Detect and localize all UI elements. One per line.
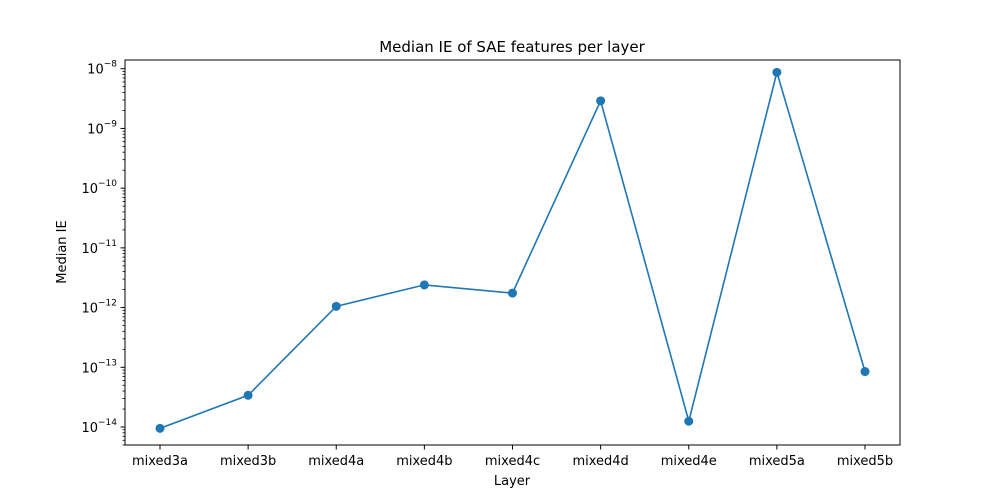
x-axis-label: Layer	[494, 474, 531, 489]
x-tick-label: mixed5a	[749, 454, 805, 469]
y-tick-base: 10	[87, 63, 104, 78]
y-tick-exponent: −9	[104, 119, 118, 129]
data-point-mixed4e	[684, 416, 694, 426]
series-line	[159, 69, 866, 430]
y-tick-label: 10−13	[81, 358, 117, 376]
series-line-group	[159, 69, 866, 430]
y-tick-label: 10−12	[81, 299, 117, 317]
y-tick-exponent: −13	[98, 358, 117, 368]
data-point-mixed3b	[243, 390, 253, 400]
y-tick-base: 10	[81, 361, 98, 376]
data-point-mixed5a	[772, 67, 782, 77]
y-tick-exponent: −12	[98, 299, 117, 309]
x-axis-ticks: mixed3a mixed3b mixed4a mixed4b mixed4c mixed…	[132, 445, 893, 469]
x-tick-label: mixed4a	[308, 454, 364, 469]
data-point-mixed4c	[508, 288, 517, 298]
y-tick-label: 10−11	[81, 239, 117, 257]
x-tick-label: mixed4e	[661, 454, 717, 469]
y-tick-label: 10−10	[81, 179, 117, 197]
y-tick-base: 10	[81, 302, 98, 317]
y-tick-label: 10−14	[81, 418, 117, 436]
x-tick-label: mixed3a	[132, 454, 188, 469]
data-point-mixed4b	[419, 280, 429, 290]
y-tick-exponent: −8	[104, 60, 118, 70]
y-tick-exponent: −10	[98, 179, 117, 189]
data-point-mixed3a	[155, 423, 165, 433]
y-tick-base: 10	[81, 421, 98, 436]
x-tick-label: mixed4c	[485, 454, 540, 469]
x-tick-label: mixed4d	[572, 454, 628, 469]
x-tick-label: mixed3b	[220, 454, 276, 469]
x-tick-label: mixed5b	[837, 454, 893, 469]
data-point-mixed4d	[596, 96, 606, 106]
y-axis-label: Median IE	[55, 220, 70, 283]
data-point-mixed5b	[860, 367, 870, 377]
y-tick-base: 10	[87, 122, 104, 137]
x-tick-label: mixed4b	[396, 454, 452, 469]
y-tick-exponent: −11	[98, 239, 117, 249]
chart-title: Median IE of SAE features per layer	[379, 38, 645, 56]
y-tick-label: 10−8	[87, 60, 117, 78]
y-tick-base: 10	[81, 242, 98, 257]
y-tick-label: 10−9	[87, 119, 117, 137]
plot-frame	[124, 59, 901, 446]
data-point-mixed4a	[331, 301, 341, 311]
series-markers-group	[155, 67, 870, 433]
y-tick-exponent: −14	[98, 418, 117, 428]
y-tick-base: 10	[81, 182, 98, 197]
